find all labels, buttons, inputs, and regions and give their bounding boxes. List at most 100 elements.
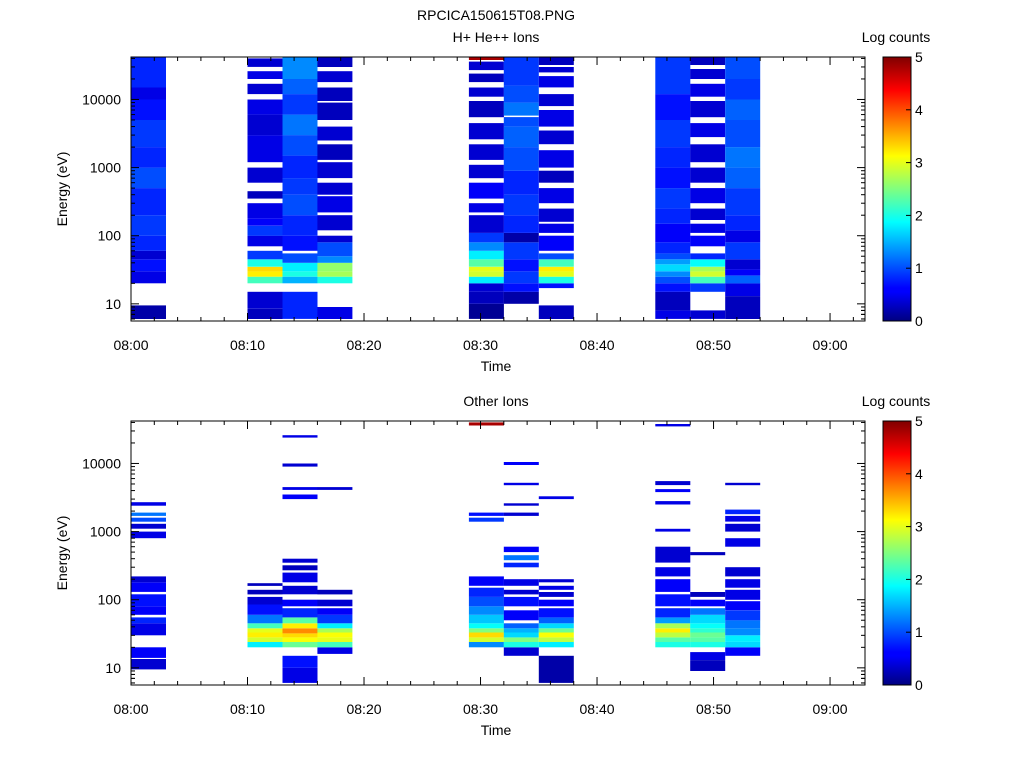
figure-title: RPCICA150615T08.PNG <box>417 7 575 23</box>
x-axis-label: Time <box>481 358 512 374</box>
heatmap-cell <box>317 641 353 648</box>
heatmap-cell <box>503 546 539 553</box>
heatmap-cell <box>538 130 574 145</box>
heatmap-cell <box>282 637 318 642</box>
heatmap-cell <box>247 191 283 199</box>
heatmap-cell <box>468 276 504 284</box>
heatmap-cell <box>538 266 574 272</box>
heatmap-cell <box>503 194 539 216</box>
colorbar-ticks: 0 1 2 3 4 5 <box>906 413 923 693</box>
heatmap-cell <box>655 271 691 277</box>
heatmap-cell <box>725 620 761 629</box>
heatmap-cell <box>282 585 318 595</box>
heatmap-cell <box>725 538 761 547</box>
y-tick-label: 10 <box>105 660 121 676</box>
heatmap-cell <box>538 592 574 597</box>
heatmap-cell <box>317 215 353 231</box>
heatmap-cell <box>538 283 574 289</box>
heatmap-cell <box>282 94 318 115</box>
heatmap-cell <box>131 582 166 592</box>
heatmap-cell <box>503 117 539 127</box>
heatmap-cell <box>538 235 574 251</box>
heatmap-cell <box>468 623 504 629</box>
heatmap-cell <box>690 83 726 97</box>
heatmap-cell <box>655 259 691 265</box>
axes: 08:00 08:10 08:20 08:30 08:40 08:50 09:00 10 100… <box>82 57 865 353</box>
heatmap-cell <box>725 647 761 656</box>
heatmap-cell <box>725 188 761 216</box>
heatmap-cell <box>655 501 691 505</box>
heatmap-cell <box>131 250 166 260</box>
heatmap-cell <box>690 259 726 267</box>
heatmap-cell <box>690 69 726 79</box>
heatmap-cell <box>247 218 283 226</box>
heatmap-cell <box>247 641 283 648</box>
heatmap-cell <box>247 628 283 633</box>
panel-title: H+ He++ Ions <box>453 29 540 45</box>
heatmap-cell <box>282 235 318 251</box>
heatmap-cell <box>655 242 691 254</box>
heatmap-cell <box>247 58 283 67</box>
x-tick-label: 09:00 <box>813 337 848 353</box>
heatmap-cell <box>503 242 539 260</box>
heatmap-cell <box>317 487 353 490</box>
heatmap-cell <box>503 562 539 568</box>
heatmap-cell <box>503 623 539 629</box>
heatmap-cell <box>468 164 504 179</box>
heatmap-cell <box>317 632 353 638</box>
heatmap-cell <box>247 637 283 642</box>
heatmap-cell <box>247 71 283 79</box>
heatmap-cell <box>655 546 691 563</box>
heatmap-cell <box>282 494 318 500</box>
heatmap-cell <box>503 647 539 656</box>
heatmap-cell <box>468 587 504 597</box>
heatmap-cell <box>503 632 539 638</box>
heatmap-cell <box>725 641 761 648</box>
heatmap-cell <box>282 135 318 156</box>
heatmap-cell <box>131 512 166 516</box>
heatmap-cell <box>655 94 691 120</box>
heatmap-cell <box>725 610 761 621</box>
heatmap-cell <box>503 596 539 607</box>
heatmap-cell <box>317 126 353 141</box>
x-tick-label: 08:30 <box>463 337 498 353</box>
heatmap-cell <box>690 271 726 277</box>
heatmap-cell <box>468 242 504 251</box>
heatmap-cell <box>690 223 726 233</box>
heatmap-cell <box>317 271 353 277</box>
heatmap-cell <box>503 126 539 148</box>
heatmap-cell <box>503 102 539 116</box>
heatmap-cell <box>468 512 504 516</box>
heatmap-cell <box>131 120 166 148</box>
heatmap-cell <box>468 266 504 272</box>
heatmap-cell <box>317 599 353 607</box>
heatmap-cell <box>538 188 574 204</box>
y-tick-label: 100 <box>98 592 122 608</box>
heatmap-cell <box>468 576 504 586</box>
heatmap-cell <box>690 660 726 671</box>
heatmap-cell <box>131 647 166 658</box>
heatmap-cell <box>725 120 761 148</box>
heatmap-cell <box>503 57 539 86</box>
heatmap-cell <box>690 144 726 163</box>
heatmap-cell <box>247 135 283 163</box>
heatmap-cell <box>690 614 726 624</box>
heatmap-cell <box>503 462 539 465</box>
heatmap-cell <box>503 283 539 292</box>
heatmap-cell <box>655 147 691 168</box>
heatmap-cell <box>690 641 726 648</box>
heatmap-cell <box>503 232 539 243</box>
heatmap-cell <box>503 579 539 586</box>
heatmap-cells <box>131 422 761 683</box>
heatmap-cells <box>131 57 761 319</box>
heatmap-cell <box>282 572 318 583</box>
heatmap-cell <box>247 203 283 219</box>
heatmap-cell <box>282 667 318 683</box>
heatmap-cell <box>247 99 283 115</box>
heatmap-cell <box>247 583 283 586</box>
heatmap-cell <box>503 589 539 595</box>
y-tick-label: 100 <box>98 228 122 244</box>
heatmap-cell <box>725 147 761 168</box>
heatmap-cell <box>131 594 166 607</box>
heatmap-cell <box>725 482 761 486</box>
